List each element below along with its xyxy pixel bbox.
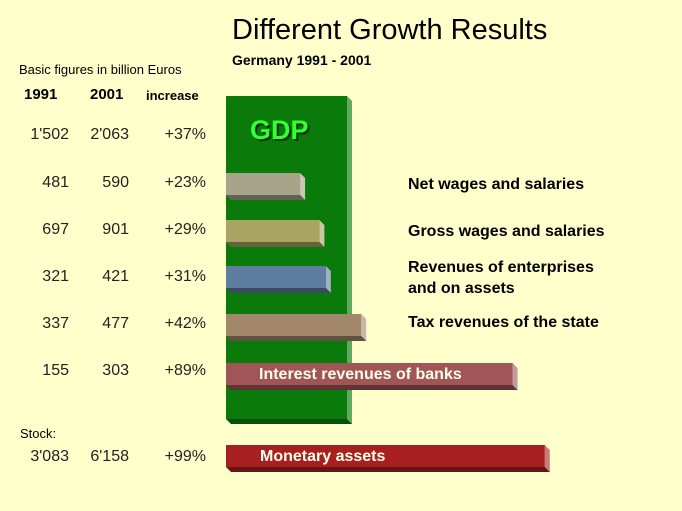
increase-value: +89% bbox=[164, 362, 206, 379]
value-1991: 321 bbox=[42, 268, 69, 285]
bar-side bbox=[544, 445, 550, 472]
bar-bottom bbox=[226, 467, 550, 472]
bar bbox=[226, 445, 545, 467]
gdp-label: GDP bbox=[250, 115, 309, 145]
column-header-increase: increase bbox=[146, 88, 199, 103]
column-header-2001: 2001 bbox=[90, 86, 124, 103]
value-2001: 477 bbox=[102, 315, 129, 332]
bar-side bbox=[512, 363, 518, 390]
value-1991: 481 bbox=[42, 174, 69, 191]
gdp-bar-bottom bbox=[226, 419, 352, 424]
bar bbox=[226, 173, 301, 195]
series-label: Gross wages and salaries bbox=[408, 223, 605, 240]
series-label: Net wages and salaries bbox=[408, 176, 585, 193]
increase-value: +31% bbox=[164, 268, 206, 285]
increase-value: +23% bbox=[164, 174, 206, 191]
bar-bottom bbox=[226, 288, 331, 293]
gdp-value-1991: 1'502 bbox=[30, 126, 69, 143]
bar bbox=[226, 314, 362, 336]
value-1991: 337 bbox=[42, 315, 69, 332]
bar-side bbox=[325, 266, 331, 293]
increase-value: +29% bbox=[164, 221, 206, 238]
value-2001: 303 bbox=[102, 362, 129, 379]
series-label: Revenues of enterprises bbox=[408, 259, 594, 276]
series-label: Interest revenues of banks bbox=[259, 366, 462, 383]
column-header-1991: 1991 bbox=[24, 86, 58, 103]
chart-title: Different Growth Results bbox=[232, 14, 548, 46]
bar-bottom bbox=[226, 195, 306, 200]
gdp-bar-side bbox=[347, 96, 352, 424]
chart-subtitle: Germany 1991 - 2001 bbox=[232, 52, 372, 68]
stock-label: Stock: bbox=[20, 426, 57, 441]
bar bbox=[226, 266, 326, 288]
increase-value: +99% bbox=[164, 448, 206, 465]
basic-figures-label: Basic figures in billion Euros bbox=[19, 62, 182, 77]
value-1991: 697 bbox=[42, 221, 69, 238]
bar-bottom bbox=[226, 336, 367, 341]
value-2001: 590 bbox=[102, 174, 129, 191]
value-1991: 3'083 bbox=[30, 448, 69, 465]
bar-bottom bbox=[226, 385, 518, 390]
value-2001: 901 bbox=[102, 221, 129, 238]
gdp-increase: +37% bbox=[164, 126, 206, 143]
value-2001: 6'158 bbox=[90, 448, 129, 465]
bar-bottom bbox=[226, 242, 325, 247]
increase-value: +42% bbox=[164, 315, 206, 332]
bar-side bbox=[361, 314, 367, 341]
value-1991: 155 bbox=[42, 362, 69, 379]
bar bbox=[226, 363, 513, 385]
series-label: Monetary assets bbox=[260, 448, 386, 465]
series-label: and on assets bbox=[408, 280, 515, 297]
series-label: Tax revenues of the state bbox=[408, 314, 599, 331]
value-2001: 421 bbox=[102, 268, 129, 285]
bar bbox=[226, 220, 320, 242]
bar-side bbox=[300, 173, 306, 200]
gdp-value-2001: 2'063 bbox=[90, 126, 129, 143]
bar-side bbox=[319, 220, 325, 247]
